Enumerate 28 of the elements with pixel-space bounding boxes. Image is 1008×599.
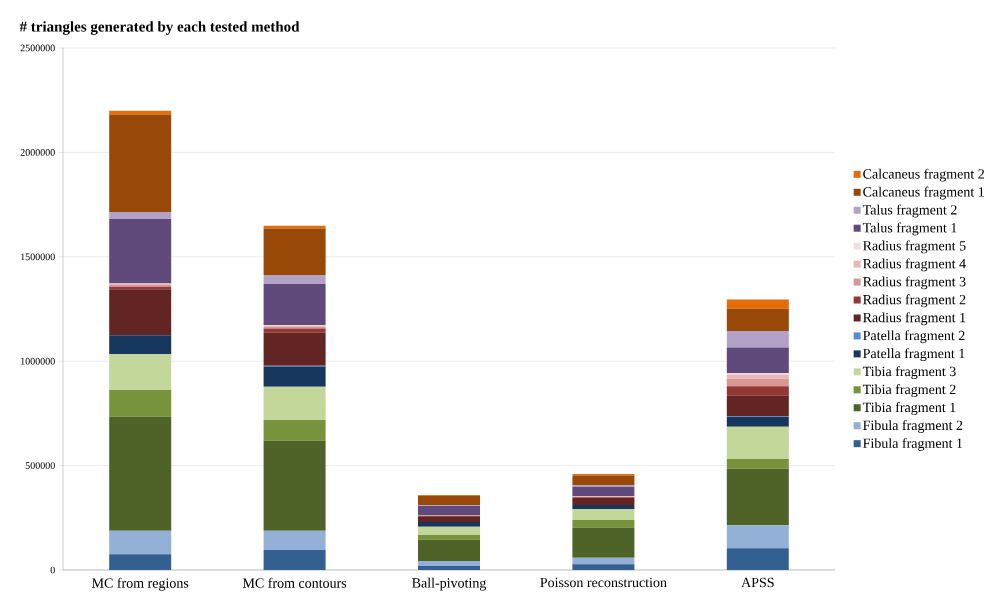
legend-label: Talus fragment 1 — [862, 222, 957, 236]
legend-label: Patella fragment 1 — [863, 348, 965, 362]
legend-label: Tibia fragment 1 — [862, 402, 956, 415]
x-tick-label: Ball-pivoting — [412, 577, 487, 591]
legend-label: Calcaneus fragment 2 — [863, 168, 984, 182]
legend-label: Radius fragment 2 — [863, 294, 966, 308]
x-tick-label: APSS — [741, 577, 774, 588]
legend-label: Patella fragment 2 — [863, 330, 965, 344]
legend-label: Radius fragment 3 — [863, 276, 966, 290]
legend-label: Radius fragment 4 — [863, 258, 966, 272]
legend-label: Calcaneus fragment 1 — [863, 186, 984, 200]
x-tick-label: Poisson reconstruction — [540, 577, 667, 588]
legend-label: Tibia fragment 3 — [862, 366, 956, 380]
legend-label: Tibia fragment 2 — [862, 384, 956, 398]
legend-label: Fibula fragment 2 — [863, 420, 963, 433]
legend-label: Fibula fragment 1 — [863, 437, 963, 451]
y-tick-label: 2500000 — [20, 44, 55, 52]
legend-label: Talus fragment 2 — [862, 204, 957, 218]
y-tick-label: 1000000 — [21, 357, 55, 365]
y-tick-label: 0 — [50, 566, 55, 574]
y-tick-label: 500000 — [25, 462, 55, 469]
legend-label: Radius fragment 1 — [863, 312, 966, 326]
x-tick-label: MC from contours — [242, 577, 347, 588]
y-tick-label: 2000000 — [20, 149, 55, 156]
chart-title: # triangles generated by each tested method — [19, 21, 300, 35]
y-tick-label: 1500000 — [21, 253, 55, 261]
x-tick-label: MC from regions — [92, 577, 189, 591]
legend-label: Radius fragment 5 — [863, 240, 966, 254]
